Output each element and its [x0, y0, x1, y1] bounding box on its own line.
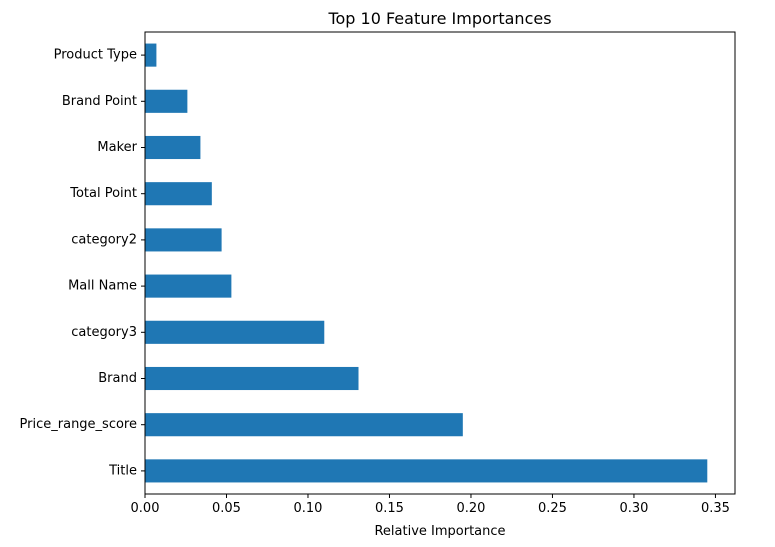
- y-tick-label: Mall Name: [68, 279, 137, 294]
- bar-mall-name: [145, 274, 232, 298]
- bar-product-type: [145, 43, 157, 67]
- x-axis-ticks: 0.00 0.05 0.10 0.15 0.20 0.25 0.30 0.35: [131, 494, 730, 516]
- x-tick-label: 0.05: [212, 501, 241, 516]
- bar-maker: [145, 135, 201, 160]
- y-tick-label: category3: [71, 325, 137, 340]
- x-tick-label: 0.10: [294, 501, 323, 516]
- bar-price-range-score: [145, 413, 463, 437]
- plot-frame: [144, 31, 736, 495]
- x-tick-label: 0.00: [131, 501, 160, 516]
- x-axis-label: Relative Importance: [374, 524, 505, 539]
- x-tick-label: 0.25: [538, 501, 567, 516]
- bar-total-point: [145, 182, 212, 206]
- x-tick-label: 0.20: [456, 501, 485, 516]
- x-tick-label: 0.35: [701, 501, 730, 516]
- y-tick-label: Brand: [98, 371, 137, 386]
- y-tick-label: Title: [108, 463, 137, 478]
- y-tick-label: Price_range_score: [20, 417, 137, 432]
- x-tick-label: 0.15: [375, 501, 404, 516]
- y-tick-label: category2: [71, 232, 137, 247]
- x-tick-label: 0.30: [619, 501, 648, 516]
- chart-title: Top 10 Feature Importances: [327, 9, 551, 28]
- bars-group: [145, 43, 708, 483]
- bar-category3: [145, 320, 325, 344]
- y-tick-label: Total Point: [69, 186, 137, 201]
- y-tick-label: Brand Point: [62, 94, 137, 109]
- y-tick-label: Maker: [97, 140, 137, 155]
- y-axis-ticks: Title Price_range_score Brand category3 Mall…: [20, 48, 145, 478]
- bar-title: [145, 459, 708, 483]
- bar-category2: [145, 228, 222, 252]
- y-tick-label: Product Type: [54, 48, 137, 63]
- bar-brand: [145, 366, 359, 391]
- bar-brand-point: [145, 89, 188, 113]
